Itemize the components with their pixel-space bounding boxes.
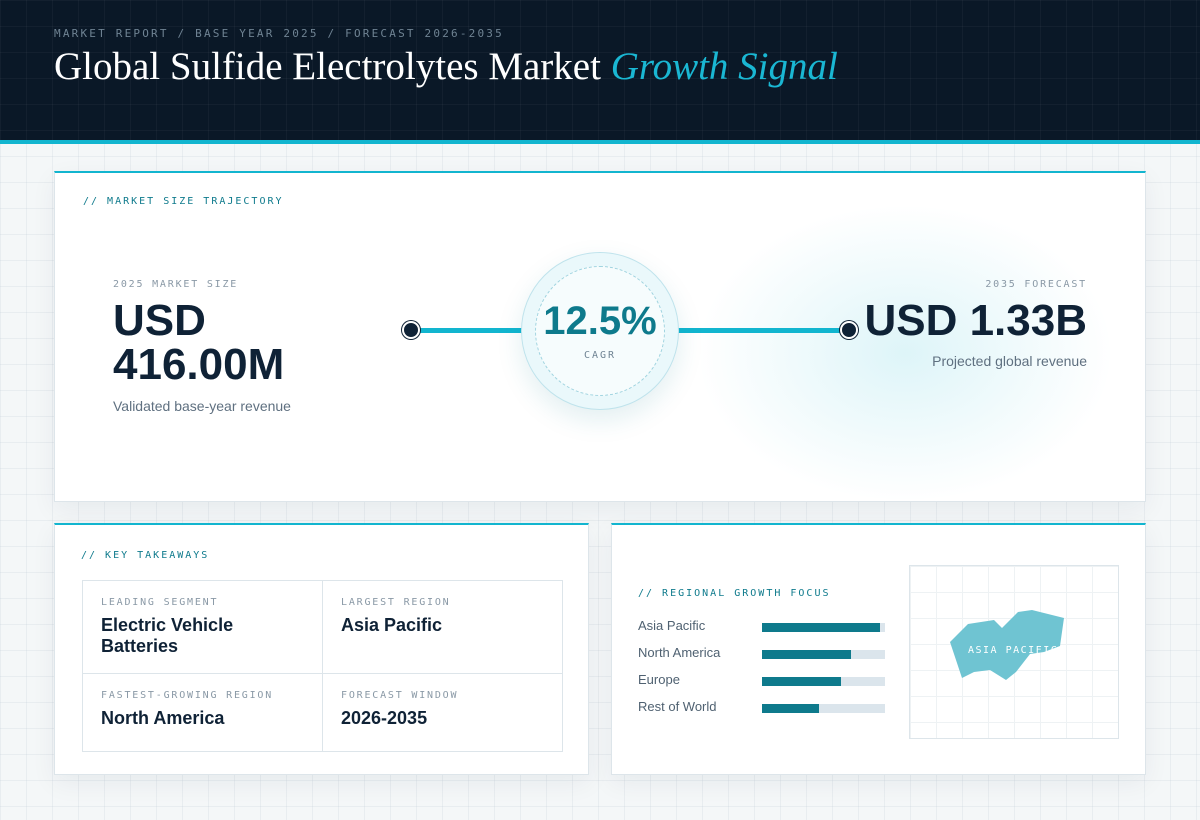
trajectory-line-left [417, 328, 529, 333]
trajectory-end-dot [840, 321, 858, 339]
region-map: ASIA PACIFIC [909, 565, 1119, 739]
region-bar-track [762, 704, 885, 713]
takeaway-value: Asia Pacific [341, 615, 443, 635]
takeaway-fastest-growing-region: FASTEST-GROWING REGION North America [83, 674, 323, 751]
forecast-value: USD 1.33B [864, 296, 1087, 345]
region-bar-row: North America [638, 645, 898, 663]
takeaway-value: North America [101, 708, 225, 728]
region-name: Asia Pacific [638, 618, 706, 633]
cagr-badge: 12.5% CAGR [521, 252, 679, 410]
region-bar-fill [762, 623, 881, 632]
market-size-trajectory-card: // MARKET SIZE TRAJECTORY 2025 MARKET SI… [54, 171, 1146, 502]
forecast-caption: Projected global revenue [932, 353, 1087, 369]
grid-divider-horizontal [83, 673, 562, 674]
title-accent: Growth Signal [610, 45, 838, 88]
takeaway-leading-segment: LEADING SEGMENT Electric Vehicle Batteri… [83, 581, 323, 673]
region-bar-track [762, 650, 885, 659]
regional-label: // REGIONAL GROWTH FOCUS [638, 588, 831, 599]
page-title: Global Sulfide Electrolytes Market Growt… [54, 44, 838, 89]
region-name: North America [638, 645, 721, 660]
takeaway-value: Electric Vehicle Batteries [101, 615, 234, 656]
asia-pacific-region [950, 610, 1064, 680]
regional-growth-card: // REGIONAL GROWTH FOCUS Asia Pacific No… [611, 523, 1146, 775]
region-bar-fill [762, 704, 819, 713]
report-header: MARKET REPORT / BASE YEAR 2025 / FORECAS… [0, 0, 1200, 144]
base-size-value: 416.00M [113, 340, 285, 389]
region-bar-fill [762, 677, 841, 686]
cagr-value: 12.5% [543, 299, 657, 343]
grid-divider-vertical [322, 581, 323, 751]
region-bar-fill [762, 650, 851, 659]
map-region-label: ASIA PACIFIC [968, 645, 1059, 656]
asia-pacific-map-shape [950, 610, 1064, 680]
base-size-label: 2025 MARKET SIZE [113, 279, 239, 290]
background-glow [695, 203, 1115, 501]
cagr-label: CAGR [583, 350, 617, 361]
base-size-value-currency: USD [113, 296, 206, 345]
takeaway-forecast-window: FORECAST WINDOW 2026-2035 [323, 674, 563, 751]
takeaway-key: FORECAST WINDOW [341, 690, 459, 701]
report-eyebrow: MARKET REPORT / BASE YEAR 2025 / FORECAS… [54, 27, 504, 40]
takeaways-label: // KEY TAKEAWAYS [81, 550, 210, 561]
region-bar-track [762, 677, 885, 686]
region-name: Rest of World [638, 699, 717, 714]
forecast-label: 2035 FORECAST [985, 279, 1087, 290]
takeaway-key: FASTEST-GROWING REGION [101, 690, 274, 701]
region-bar-track [762, 623, 885, 632]
title-main: Global Sulfide Electrolytes Market [54, 45, 601, 88]
takeaway-largest-region: LARGEST REGION Asia Pacific [323, 581, 563, 673]
takeaway-value: 2026-2035 [341, 708, 428, 728]
takeaways-grid: LEADING SEGMENT Electric Vehicle Batteri… [82, 580, 563, 752]
cagr-inner-ring [535, 266, 665, 396]
base-size-caption: Validated base-year revenue [113, 398, 291, 414]
region-bar-row: Rest of World [638, 699, 898, 717]
trajectory-label: // MARKET SIZE TRAJECTORY [83, 196, 284, 207]
region-bar-row: Asia Pacific [638, 618, 898, 636]
trajectory-start-dot [402, 321, 420, 339]
trajectory-line-right [673, 328, 853, 333]
takeaway-key: LARGEST REGION [341, 597, 451, 608]
takeaway-key: LEADING SEGMENT [101, 597, 219, 608]
region-bar-row: Europe [638, 672, 898, 690]
region-name: Europe [638, 672, 680, 687]
key-takeaways-card: // KEY TAKEAWAYS LEADING SEGMENT Electri… [54, 523, 589, 775]
